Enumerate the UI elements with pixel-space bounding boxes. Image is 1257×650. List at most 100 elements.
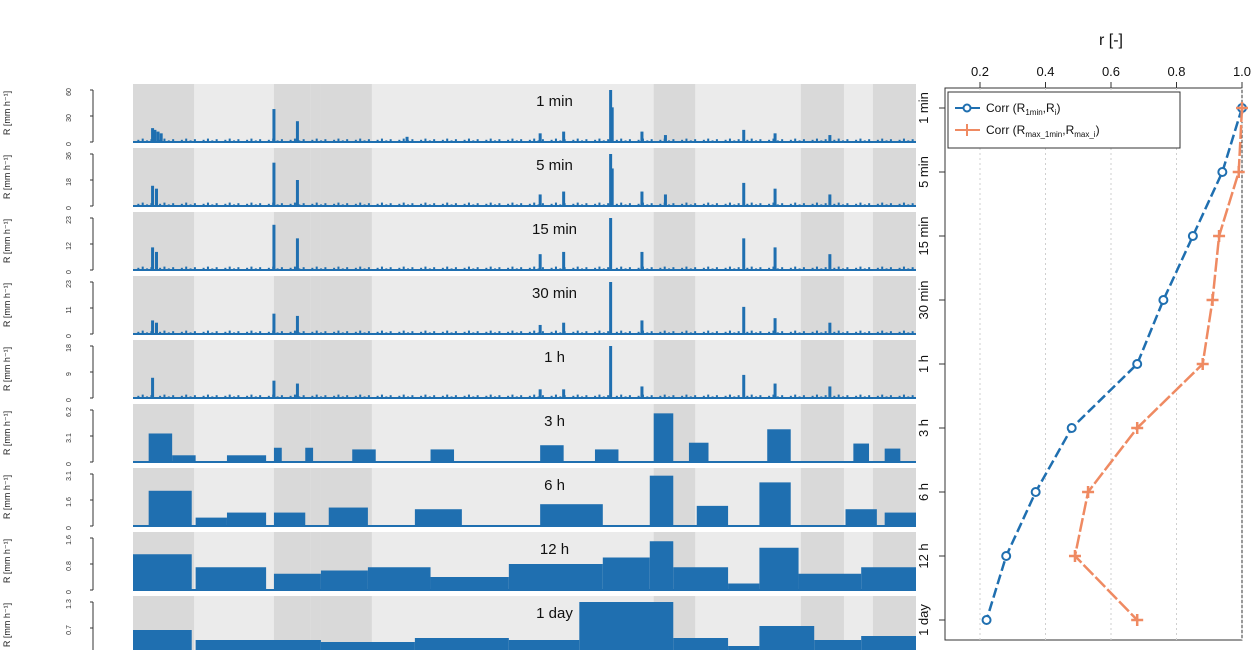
bar xyxy=(241,205,244,206)
bar xyxy=(607,395,610,398)
bar xyxy=(302,267,305,270)
bar xyxy=(293,330,296,334)
bar xyxy=(537,140,540,142)
bar xyxy=(672,203,675,206)
bar xyxy=(742,182,746,206)
bar xyxy=(811,139,814,142)
bar xyxy=(346,139,349,142)
bar xyxy=(585,267,588,270)
block xyxy=(861,567,916,590)
bar xyxy=(272,202,275,206)
bar xyxy=(641,202,644,206)
bar xyxy=(341,140,344,142)
bar xyxy=(576,138,579,142)
bar xyxy=(885,140,888,142)
bar xyxy=(737,331,740,334)
bar xyxy=(415,397,418,398)
bar xyxy=(572,139,575,142)
bar xyxy=(611,397,614,398)
shade-band xyxy=(800,468,844,526)
bar xyxy=(807,269,810,270)
bar xyxy=(640,386,644,398)
bar xyxy=(337,394,340,398)
bar xyxy=(180,203,183,206)
bar xyxy=(146,268,149,270)
bar xyxy=(328,269,331,270)
bar xyxy=(385,332,388,334)
bar xyxy=(802,395,805,398)
bar xyxy=(755,140,758,142)
block xyxy=(305,447,314,462)
bar xyxy=(637,331,640,334)
bar xyxy=(454,395,457,398)
bar xyxy=(815,330,818,334)
bar xyxy=(433,267,436,270)
bar xyxy=(698,141,701,142)
y-tick-label: 18 xyxy=(66,178,73,186)
point-marker xyxy=(1158,295,1169,305)
bar xyxy=(785,141,788,142)
bar xyxy=(346,203,349,206)
bar xyxy=(172,203,175,206)
bar xyxy=(276,204,279,206)
bar xyxy=(337,202,340,206)
bar xyxy=(550,267,553,270)
bar xyxy=(859,330,862,334)
bar xyxy=(711,140,714,142)
bar xyxy=(537,204,540,206)
bar xyxy=(454,139,457,142)
block xyxy=(273,573,321,590)
bar xyxy=(755,204,758,206)
bar xyxy=(389,203,392,206)
bar xyxy=(846,203,849,206)
bar xyxy=(646,332,649,334)
bar xyxy=(259,203,262,206)
bar xyxy=(685,202,688,206)
bar xyxy=(446,266,449,270)
bar xyxy=(354,331,357,334)
bar xyxy=(215,395,218,398)
bar xyxy=(302,395,305,398)
bar xyxy=(389,395,392,398)
bar xyxy=(889,139,892,142)
bar xyxy=(628,267,631,270)
bar xyxy=(494,204,497,206)
bar xyxy=(411,395,414,398)
bar xyxy=(859,202,862,206)
bar xyxy=(189,396,192,398)
bar xyxy=(894,397,897,398)
bar xyxy=(481,205,483,206)
bar xyxy=(189,140,192,142)
bar xyxy=(737,139,740,142)
bar xyxy=(263,269,266,270)
bar xyxy=(715,203,718,206)
bar xyxy=(385,268,388,270)
bar xyxy=(820,396,823,398)
bar xyxy=(811,267,814,270)
bar xyxy=(285,141,288,142)
bar xyxy=(259,267,262,270)
shade-band xyxy=(273,340,311,398)
bar xyxy=(768,331,771,334)
bar xyxy=(794,138,797,142)
bar xyxy=(154,251,158,270)
bar xyxy=(676,141,679,142)
bar xyxy=(167,332,170,334)
bar xyxy=(581,332,584,334)
bar xyxy=(672,331,675,334)
bar xyxy=(855,395,858,398)
bar xyxy=(389,331,392,334)
bar xyxy=(481,397,483,398)
y-tick-label: 0 xyxy=(66,142,73,146)
bar xyxy=(872,269,875,270)
bar xyxy=(433,203,436,206)
bar xyxy=(781,203,784,206)
bar xyxy=(637,203,640,206)
block xyxy=(759,482,791,526)
bar xyxy=(581,268,584,270)
bar xyxy=(437,141,440,142)
bar xyxy=(293,266,296,270)
bar xyxy=(911,395,914,398)
bar xyxy=(755,396,758,398)
